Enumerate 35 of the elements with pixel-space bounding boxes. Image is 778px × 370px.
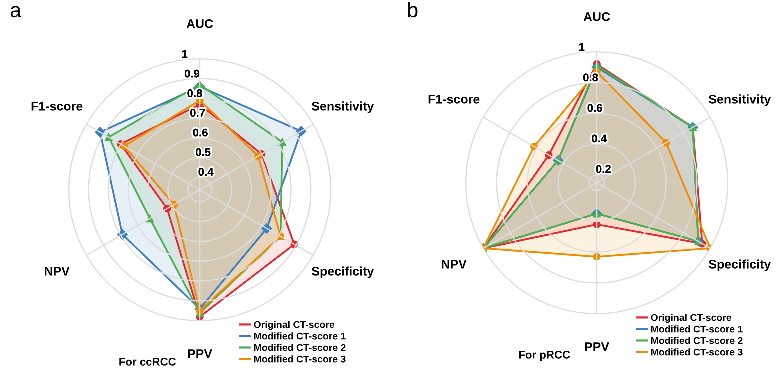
y-tick-label: 0.7 [190,109,206,118]
spoke-label: Specificity [312,266,374,278]
y-tick-label: 0.4 [198,168,214,176]
text: For pRCC [519,351,570,362]
legend-label: Modified CT-score 2 [651,337,743,344]
spoke-label: PPV [188,350,212,358]
y-tick-label: 0.5 [196,148,211,156]
spoke-label: NPV [45,267,70,276]
y-tick-label: 1 [579,43,585,51]
text: a [10,6,22,18]
y-tick-label: 1 [182,50,188,58]
spoke-label: Sensitivity [312,102,374,114]
spoke-label: AUC [186,19,214,28]
legend-label: Modified CT-score 1 [254,332,346,340]
legend-label: Modified CT-score 1 [651,326,743,333]
spoke-label: F1-score [32,102,83,111]
spoke-label: Sensitivity [709,94,772,106]
y-tick-label: 0.2 [596,165,611,174]
spoke-label: Specificity [709,260,772,272]
spoke-label: NPV [442,260,467,269]
text: b [408,2,418,18]
legend-label: Modified CT-score 3 [651,348,743,356]
text: For ccRCC [120,358,176,366]
y-tick-label: 0.8 [188,90,202,98]
legend-label: Original CT-score [651,314,732,324]
spoke-label: PPV [585,342,610,352]
spoke-label: F1-score [428,95,480,104]
y-tick-label: 0.9 [184,70,200,78]
y-tick-label: 0.6 [588,104,602,112]
legend-label: Modified CT-score 2 [254,344,346,352]
y-tick-label: 0.6 [193,128,208,137]
legend-label: Original CT-score [254,321,335,330]
y-tick-label: 0.4 [592,134,608,143]
spoke-label: AUC [584,12,610,22]
legend-label: Modified CT-score 3 [254,356,346,363]
